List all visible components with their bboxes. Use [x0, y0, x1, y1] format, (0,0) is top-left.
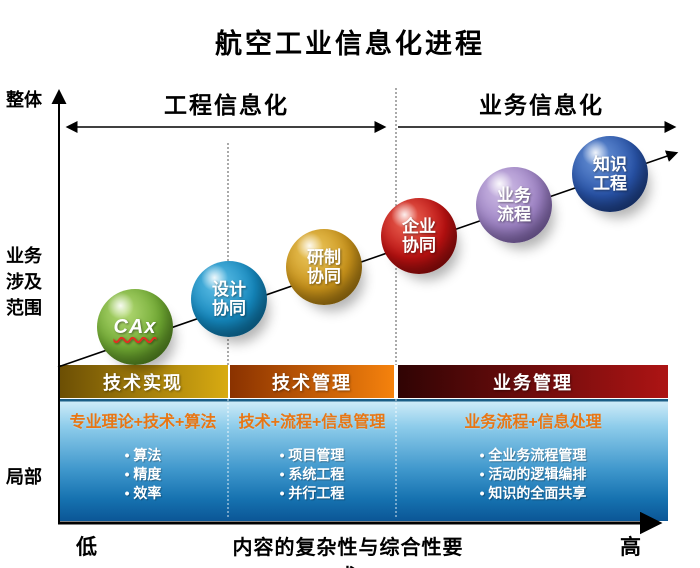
y-axis-mid-label-line1: 业务	[6, 246, 42, 266]
band-tech-management: 技术管理	[230, 365, 394, 398]
detail-column-tech-implementation: 专业理论+技术+算法 算法 精度 效率	[58, 399, 228, 521]
detail-column-business-management: 业务流程+信息处理 全业务流程管理 活动的逻辑编排 知识的全面共享	[398, 399, 668, 521]
band-title: 业务管理	[493, 372, 573, 393]
x-axis-title: 内容的复杂性与综合性要求	[232, 537, 464, 568]
detail-bullet-list: 全业务流程管理 活动的逻辑编排 知识的全面共享	[480, 446, 586, 503]
detail-subtitle: 技术+流程+信息管理	[238, 414, 386, 431]
milestone-label-line2: 协同	[402, 236, 436, 255]
y-axis-mid-label-line2: 涉及	[6, 272, 42, 292]
bullet-item: 系统工程	[280, 465, 344, 484]
detail-subtitle: 业务流程+信息处理	[464, 414, 602, 431]
milestone-label-line2: 流程	[497, 205, 531, 224]
milestone-label-cax: CAx	[113, 315, 157, 338]
milestone-label-line1: 研制	[307, 248, 341, 267]
band-title: 技术管理	[272, 372, 352, 393]
milestone-ball-cax: CAx	[97, 289, 173, 365]
phase-label-business: 业务信息化	[479, 92, 604, 118]
page-title: 航空工业信息化进程	[215, 29, 485, 59]
bullet-item: 精度	[125, 465, 161, 484]
milestone-ball-design-collab: 设计 协同	[191, 261, 267, 337]
milestone-ball-enterprise-collab: 企业 协同	[381, 198, 457, 274]
milestone-label-line2: 协同	[307, 267, 341, 286]
bullet-item: 算法	[125, 446, 161, 465]
milestone-ball-business-process: 业务 流程	[476, 167, 552, 243]
bullet-item: 项目管理	[280, 446, 344, 465]
milestone-label-line1: 企业	[402, 217, 436, 236]
x-axis-high-label: 高	[620, 536, 641, 559]
detail-subtitle: 专业理论+技术+算法	[69, 414, 217, 431]
detail-column-tech-management: 技术+流程+信息管理 项目管理 系统工程 并行工程	[230, 399, 394, 521]
phase-label-engineering: 工程信息化	[164, 92, 289, 118]
band-title: 技术实现	[103, 372, 183, 393]
milestone-ball-development-collab: 研制 协同	[286, 229, 362, 305]
y-axis-bottom-label: 局部	[6, 467, 42, 487]
detail-bullet-list: 算法 精度 效率	[125, 446, 161, 503]
y-axis-mid-label-line3: 范围	[6, 298, 42, 318]
bullet-item: 效率	[125, 484, 161, 503]
band-business-management: 业务管理	[398, 365, 668, 398]
detail-bullet-list: 项目管理 系统工程 并行工程	[280, 446, 344, 503]
x-axis-low-label: 低	[76, 536, 97, 559]
bullet-item: 知识的全面共享	[480, 484, 586, 503]
y-axis-top-label: 整体	[6, 90, 42, 110]
milestone-label-line2: 工程	[593, 174, 627, 193]
milestone-label-line1: 知识	[593, 155, 627, 174]
milestone-label-line1: 业务	[497, 186, 531, 205]
bullet-item: 全业务流程管理	[480, 446, 586, 465]
milestone-label-line2: 协同	[212, 299, 246, 318]
milestone-label-line1: 设计	[212, 280, 246, 299]
bullet-item: 并行工程	[280, 484, 344, 503]
bullet-item: 活动的逻辑编排	[480, 465, 586, 484]
milestone-ball-knowledge-engineering: 知识 工程	[572, 136, 648, 212]
y-axis-mid-label: 业务 涉及 范围	[6, 243, 54, 321]
band-tech-implementation: 技术实现	[58, 365, 228, 398]
